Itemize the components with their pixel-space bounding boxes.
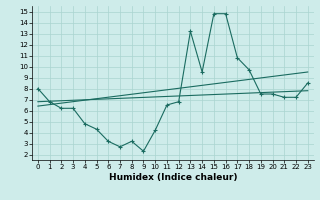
X-axis label: Humidex (Indice chaleur): Humidex (Indice chaleur): [108, 173, 237, 182]
